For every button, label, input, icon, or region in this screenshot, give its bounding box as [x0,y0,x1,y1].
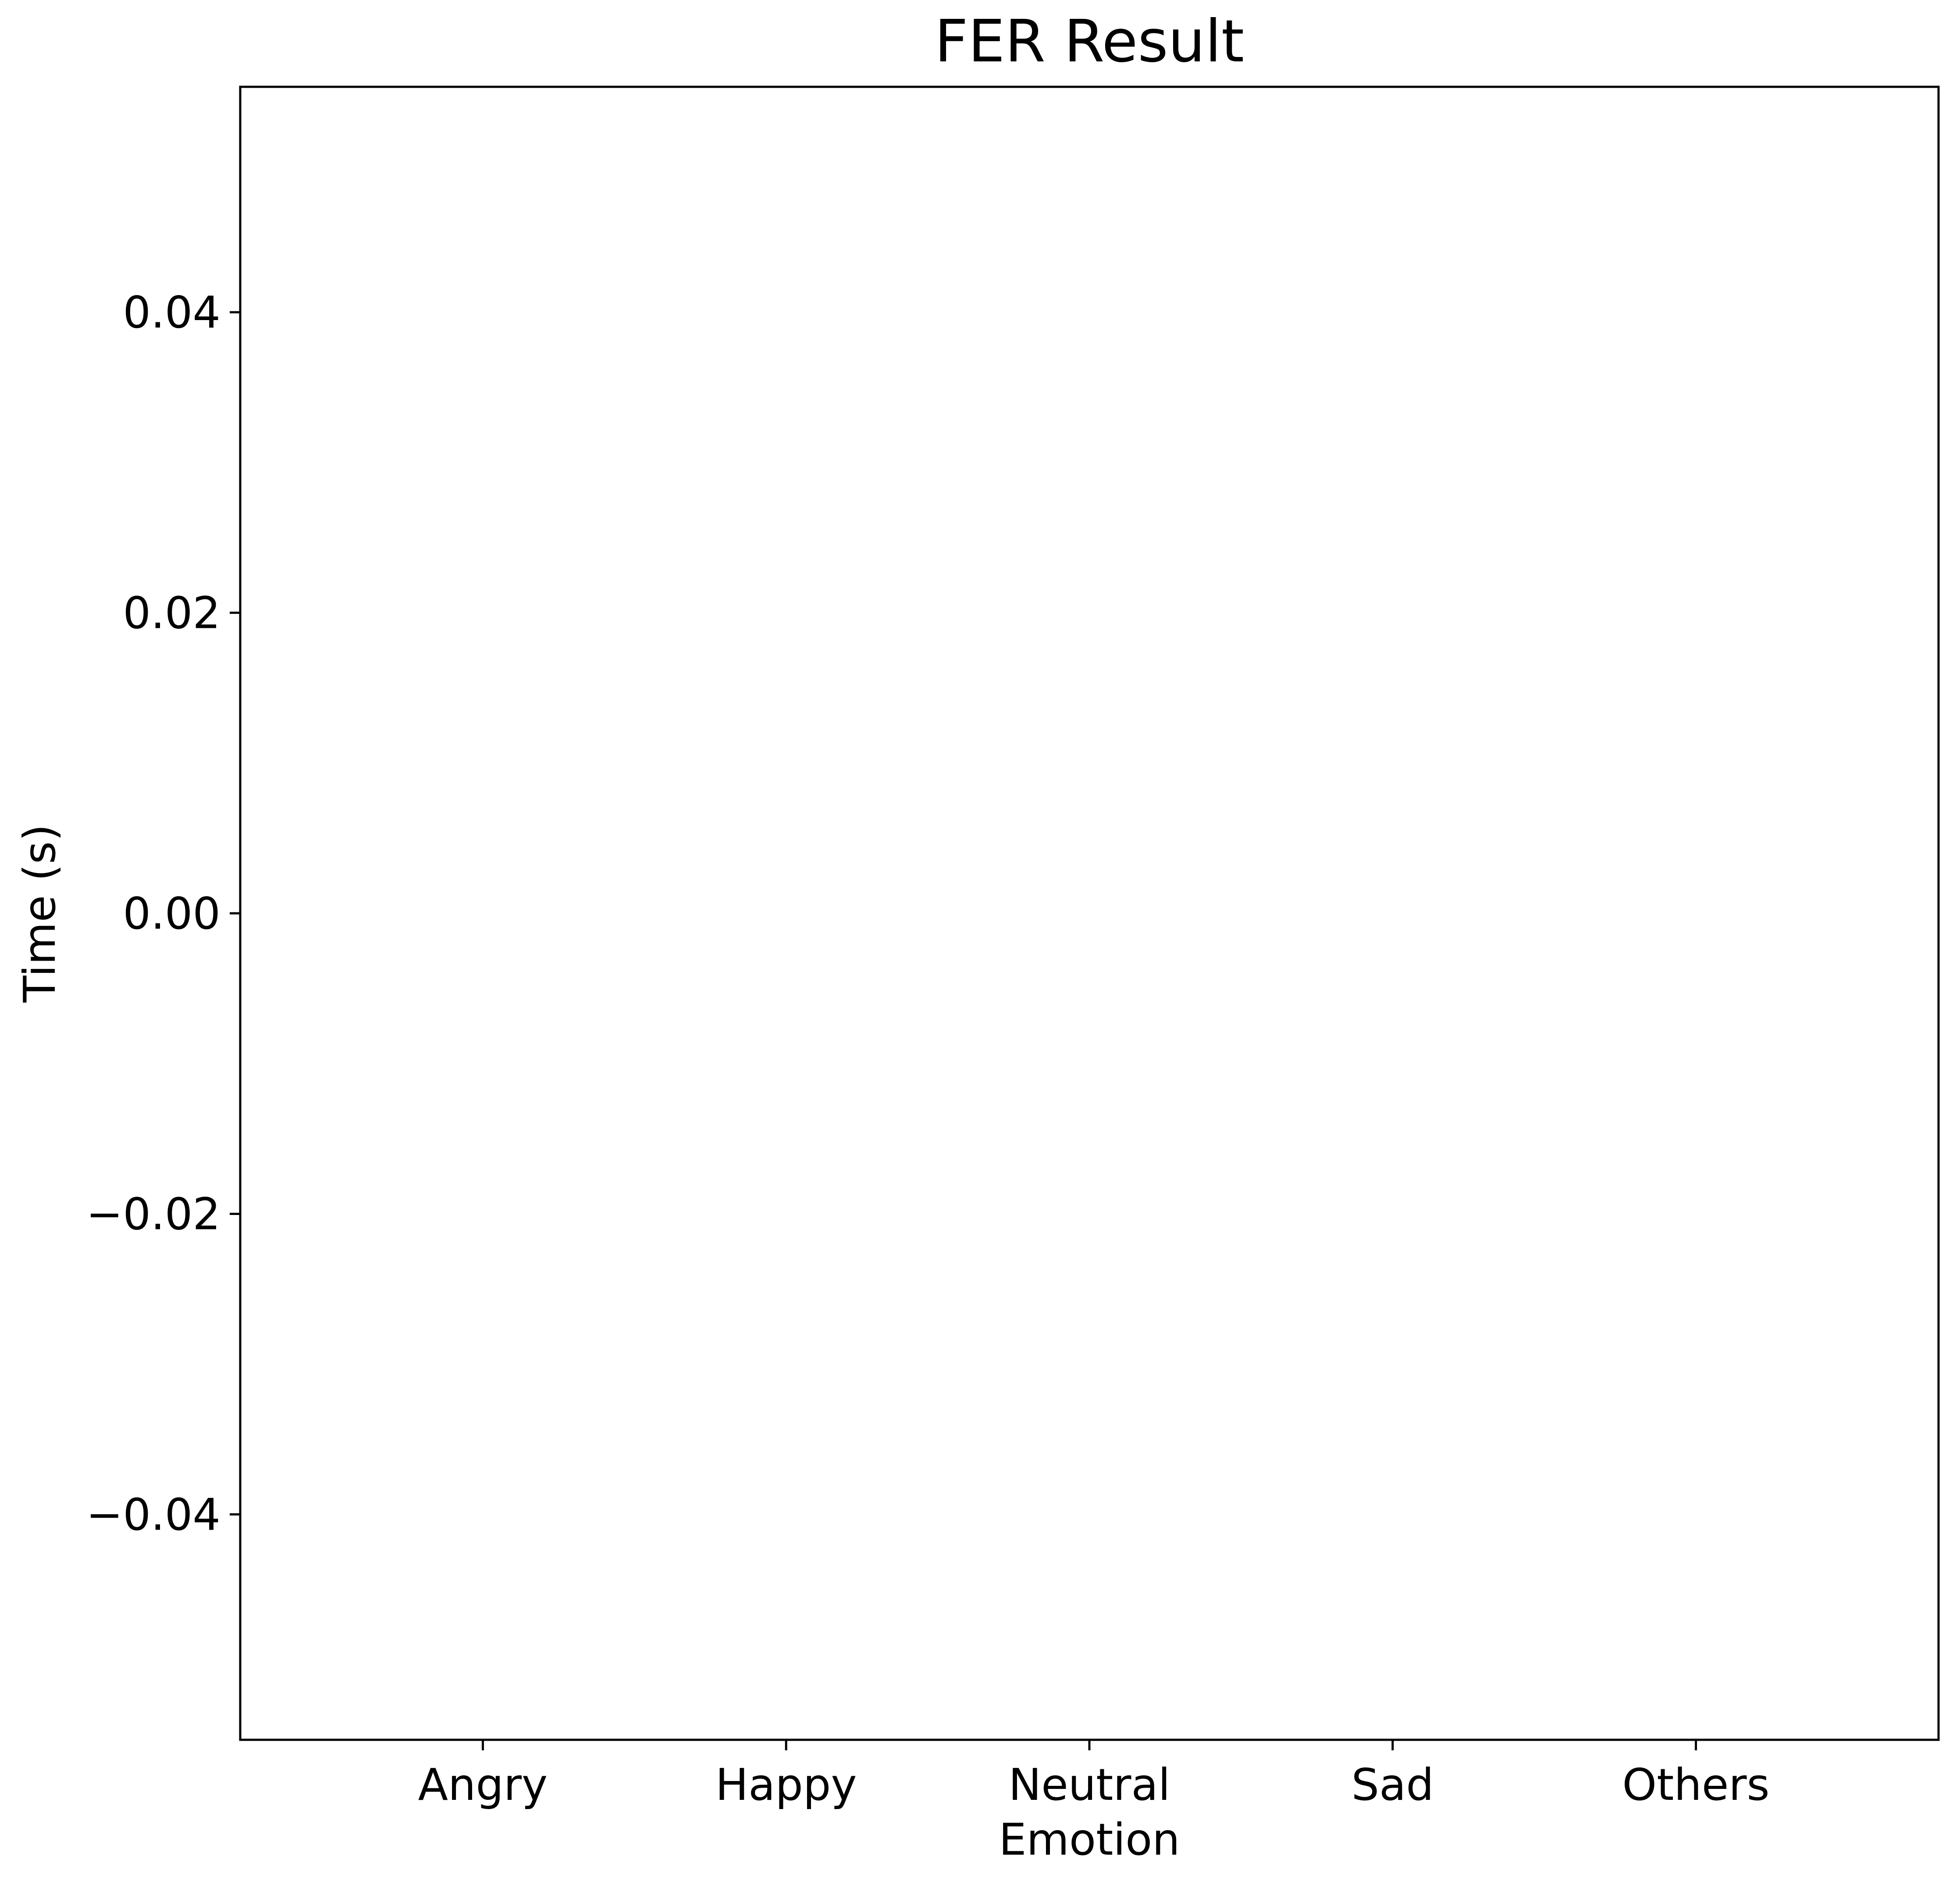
x-tick-label-happy: Happy [715,1759,857,1810]
x-axis-label: Emotion [999,1814,1180,1865]
x-axis-ticks: Angry Happy Neutral Sad Others [418,1740,1770,1810]
y-tick-label: −0.02 [86,1188,221,1240]
x-tick-label-sad: Sad [1352,1759,1434,1810]
x-tick-label-neutral: Neutral [1008,1759,1170,1810]
chart-title: FER Result [935,8,1244,75]
x-tick-label-angry: Angry [418,1759,548,1810]
y-tick-label: 0.02 [123,588,221,639]
plot-area-frame [239,85,1940,1741]
y-axis-ticks: −0.04 −0.02 0.00 0.02 0.04 [86,287,240,1540]
x-tick-label-others: Others [1622,1759,1770,1810]
y-tick-label: −0.04 [86,1489,221,1540]
y-tick-label: 0.00 [123,888,221,939]
y-axis-label: Time (s) [14,824,65,1003]
y-tick-label: 0.04 [123,287,221,338]
